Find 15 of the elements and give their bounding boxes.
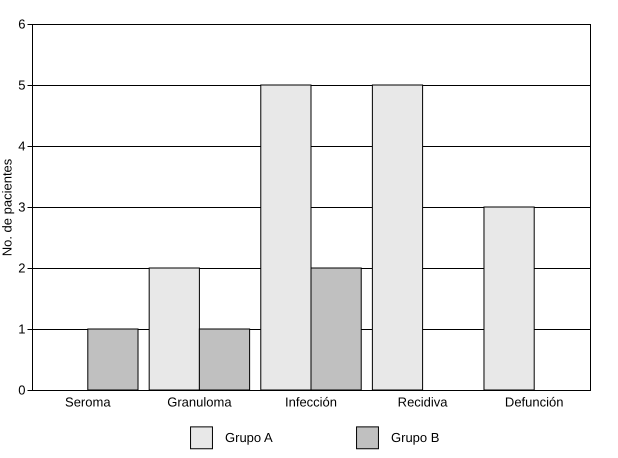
y-tick-label: 0 xyxy=(18,382,26,398)
legend-label: Grupo A xyxy=(225,430,274,445)
y-tick-label: 4 xyxy=(18,138,26,154)
legend-label: Grupo B xyxy=(391,430,440,445)
x-tick-label: Defunción xyxy=(504,394,564,410)
x-tick-label: Recidiva xyxy=(398,394,448,410)
y-tick-label: 6 xyxy=(18,16,26,32)
x-tick-label: Infección xyxy=(284,394,338,410)
x-tick-label: Granuloma xyxy=(167,394,232,410)
y-tick-label: 2 xyxy=(18,260,26,276)
y-tick-label: 3 xyxy=(18,200,26,214)
y-tick-label: 5 xyxy=(18,78,26,92)
y-axis-title: No. de pacientes xyxy=(0,158,14,256)
x-tick-label: Seroma xyxy=(65,394,112,410)
y-tick-label: 1 xyxy=(18,322,26,336)
